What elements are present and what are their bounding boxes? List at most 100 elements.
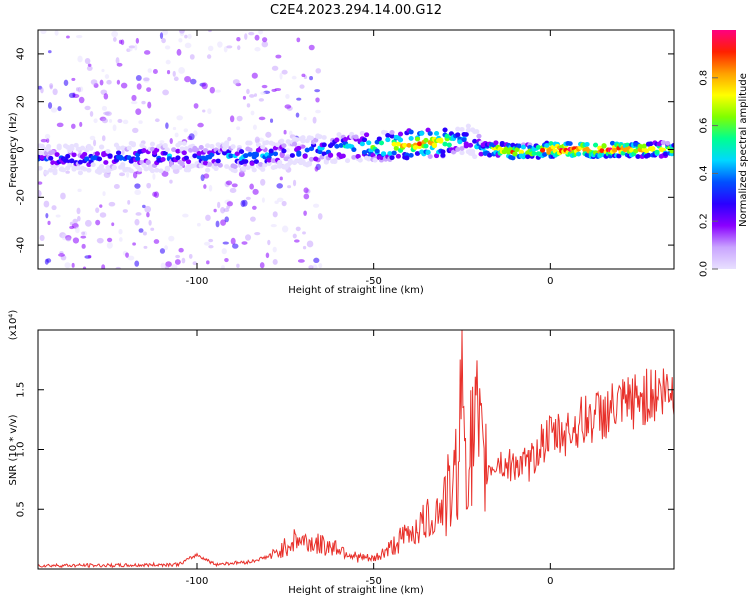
heatmap-noise-cell: [148, 219, 152, 226]
heatmap-noise-cell: [301, 73, 306, 78]
heatmap-ridge-cell: [294, 158, 300, 164]
heatmap-ridge-cell: [474, 129, 480, 134]
heatmap-ridge-cell: [143, 166, 149, 172]
heatmap-noise-cell: [226, 45, 233, 49]
heatmap-noise-cell: [121, 149, 125, 156]
heatmap-ridge-cell: [247, 151, 253, 157]
heatmap-noise-cell: [146, 212, 150, 218]
heatmap-noise-cell: [258, 30, 264, 35]
heatmap-noise-cell: [40, 87, 44, 94]
heatmap-noise-cell: [65, 170, 70, 174]
heatmap-ridge-cell: [107, 153, 113, 159]
heatmap-ridge-cell: [86, 167, 92, 173]
heatmap-ridge-cell: [306, 160, 312, 166]
heatmap-ridge-cell: [177, 140, 183, 146]
heatmap-ridge-cell: [268, 148, 274, 154]
heatmap-noise-cell: [162, 89, 169, 96]
heatmap-noise-cell: [118, 172, 126, 177]
heatmap-ridge-cell: [395, 153, 401, 159]
heatmap-ridge-cell: [440, 152, 446, 158]
heatmap-noise-cell: [101, 68, 105, 73]
heatmap-noise-cell: [118, 39, 123, 45]
heatmap-ridge-cell: [397, 137, 404, 143]
heatmap-ridge-cell: [300, 138, 306, 144]
spectrogram-y-ticks: -40 -20 0 20 40: [16, 48, 674, 253]
heatmap-noise-cell: [244, 234, 252, 241]
heatmap-ridge-cell: [84, 147, 90, 153]
heatmap-ridge-cell: [446, 142, 452, 148]
heatmap-noise-cell: [141, 100, 146, 105]
heatmap-ridge-cell: [404, 155, 410, 161]
heatmap-noise-cell: [288, 130, 293, 136]
heatmap-noise-cell: [189, 78, 197, 85]
heatmap-ridge-cell: [440, 149, 446, 155]
heatmap-ridge-cell: [414, 151, 421, 156]
heatmap-noise-cell: [272, 259, 278, 265]
heatmap-ridge-cell: [340, 153, 346, 159]
heatmap-noise-cell: [271, 65, 279, 71]
heatmap-noise-cell: [252, 188, 259, 195]
snr-x-tick-label: 0: [547, 576, 553, 587]
heatmap-noise-cell: [258, 116, 266, 121]
heatmap-noise-cell: [84, 219, 92, 227]
heatmap-noise-cell: [236, 263, 240, 268]
heatmap-noise-cell: [77, 215, 81, 222]
spectrogram-y-tick-label: 40: [16, 48, 27, 61]
heatmap-ridge-cell: [463, 132, 469, 137]
snr-y-ticks: 0.5 1.0 1.5: [16, 382, 674, 517]
heatmap-ridge-cell: [192, 153, 198, 159]
heatmap-ridge-cell: [499, 140, 505, 146]
heatmap-noise-cell: [154, 118, 160, 123]
heatmap-noise-cell: [260, 178, 266, 186]
heatmap-noise-cell: [189, 54, 195, 60]
heatmap-ridge-cell: [514, 147, 520, 153]
heatmap-noise-cell: [217, 201, 221, 209]
heatmap-noise-cell: [217, 41, 223, 48]
heatmap-ridge-cell: [516, 143, 522, 149]
heatmap-ridge-cell: [459, 126, 465, 132]
heatmap-noise-cell: [103, 171, 111, 179]
heatmap-noise-cell: [206, 260, 210, 265]
heatmap-ridge-cell: [378, 140, 385, 146]
heatmap-noise-cell: [134, 189, 142, 196]
heatmap-noise-cell: [187, 33, 192, 39]
heatmap-noise-cell: [49, 85, 53, 90]
heatmap-ridge-cell: [376, 136, 382, 142]
heatmap-ridge-cell: [162, 142, 168, 148]
heatmap-noise-cell: [241, 241, 248, 245]
heatmap-ridge-cell: [202, 148, 209, 153]
heatmap-noise-cell: [313, 257, 320, 264]
heatmap-noise-cell: [192, 261, 197, 266]
heatmap-ridge-cell: [228, 153, 234, 159]
heatmap-ridge-cell: [542, 152, 548, 157]
heatmap-noise-cell: [126, 171, 130, 178]
heatmap-ridge-cell: [567, 141, 573, 147]
heatmap-ridge-cell: [327, 152, 334, 158]
heatmap-ridge-cell: [389, 133, 395, 139]
heatmap-ridge-cell: [344, 158, 351, 164]
heatmap-ridge-cell: [62, 158, 69, 163]
heatmap-noise-cell: [162, 30, 169, 36]
heatmap-noise-cell: [125, 252, 129, 258]
heatmap-noise-cell: [152, 68, 158, 75]
heatmap-noise-cell: [174, 132, 179, 138]
heatmap-noise-cell: [171, 264, 178, 269]
heatmap-ridge-cell: [52, 168, 58, 174]
heatmap-ridge-cell: [213, 166, 219, 172]
heatmap-noise-cell: [226, 205, 231, 209]
heatmap-noise-cell: [308, 44, 315, 51]
heatmap-ridge-cell: [461, 137, 467, 143]
heatmap-ridge-cell: [463, 143, 469, 149]
heatmap-noise-cell: [46, 258, 52, 263]
heatmap-ridge-cell: [249, 161, 255, 166]
heatmap-noise-cell: [116, 79, 121, 85]
heatmap-noise-cell: [240, 200, 246, 208]
heatmap-noise-cell: [318, 262, 323, 269]
heatmap-noise-cell: [279, 72, 283, 80]
heatmap-ridge-cell: [433, 153, 440, 159]
heatmap-ridge-cell: [385, 133, 391, 138]
heatmap-noise-cell: [259, 262, 265, 269]
heatmap-noise-cell: [135, 74, 142, 81]
heatmap-ridge-cell: [38, 150, 43, 156]
heatmap-noise-cell: [135, 108, 142, 116]
